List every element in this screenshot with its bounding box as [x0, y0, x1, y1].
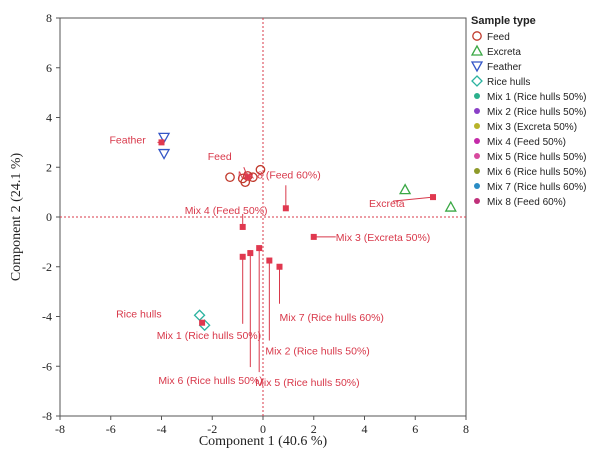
legend-label-mix-8-feed-60-: Mix 8 (Feed 60%) [487, 197, 566, 208]
legend-label-mix-4-feed-50-: Mix 4 (Feed 50%) [487, 137, 566, 148]
x-tick-label: 4 [362, 422, 368, 436]
x-tick-label: -4 [157, 422, 167, 436]
legend-label-mix-3-excreta-50-: Mix 3 (Excreta 50%) [487, 122, 577, 133]
y-tick-label: -4 [42, 310, 52, 324]
point-centroids [310, 233, 317, 240]
point-centroids [158, 139, 165, 146]
legend-label-mix-7-rice-hulls-60-: Mix 7 (Rice hulls 60%) [487, 182, 586, 193]
legend-label-feather: Feather [487, 62, 522, 73]
y-tick-label: 0 [46, 210, 52, 224]
y-axis-title: Component 2 (24.1 %) [9, 153, 24, 282]
y-tick-label: 6 [46, 61, 52, 75]
point-excreta [444, 200, 457, 212]
legend: Feed Excreta Feather Rice hulls Mix 1 (Rice … [470, 31, 586, 208]
x-tick-label: 8 [463, 422, 469, 436]
point-centroids [239, 253, 246, 260]
annotation-label: Feed [208, 151, 232, 163]
y-tick-label: 4 [46, 111, 52, 125]
point-excreta [398, 183, 412, 195]
point-centroids [199, 319, 206, 326]
point-centroids [266, 257, 273, 264]
legend-label-mix-5-rice-hulls-50-: Mix 5 (Rice hulls 50%) [487, 152, 586, 163]
legend-marker-mix-2-rice-hulls-50- [474, 108, 480, 114]
annotation-label: Mix 4 (Feed 50%) [185, 205, 268, 217]
annotation-label: Feather [110, 134, 147, 146]
point-centroids [239, 223, 246, 230]
x-tick-label: -8 [55, 422, 65, 436]
point-centroids [282, 205, 289, 212]
point-annotations: Feather Feed Excreta Mix 8 (Feed 60%) Mix 4 … [110, 134, 431, 389]
legend-marker-mix-6-rice-hulls-50- [474, 168, 480, 174]
x-tick-label: -6 [106, 422, 116, 436]
x-axis-title: Component 1 (40.6 %) [199, 434, 328, 449]
legend-label-mix-6-rice-hulls-50-: Mix 6 (Rice hulls 50%) [487, 167, 586, 178]
point-feather [157, 132, 171, 144]
data-points [157, 132, 457, 332]
legend-label-rice-hulls: Rice hulls [487, 77, 530, 88]
reference-lines [60, 18, 466, 416]
point-feed [225, 172, 235, 183]
y-tick-label: 8 [46, 11, 52, 25]
point-centroids [247, 250, 254, 257]
y-tick-label: -8 [42, 409, 52, 423]
legend-marker-mix-1-rice-hulls-50- [474, 93, 480, 99]
point-centroids [244, 174, 251, 181]
y-tick-label: 2 [46, 160, 52, 174]
annotation-label: Mix 6 (Rice hulls 50%) [158, 375, 262, 387]
legend-marker-feather [470, 61, 484, 73]
annotation-leader [392, 196, 434, 202]
y-tick-label: -6 [42, 359, 52, 373]
legend-marker-mix-3-excreta-50- [474, 123, 480, 129]
legend-marker-excreta [470, 44, 484, 56]
annotation-label: Mix 5 (Rice hulls 50%) [255, 377, 359, 389]
point-centroids [276, 263, 283, 270]
annotation-leaders [157, 141, 434, 373]
x-tick-label: 6 [412, 422, 418, 436]
legend-marker-mix-8-feed-60- [474, 198, 480, 204]
point-centroids [430, 194, 437, 201]
annotation-label: Mix 3 (Excreta 50%) [336, 232, 431, 244]
annotation-label: Mix 7 (Rice hulls 60%) [279, 312, 383, 324]
legend-marker-mix-7-rice-hulls-60- [474, 183, 480, 189]
point-centroids [256, 245, 263, 252]
legend-marker-mix-4-feed-50- [474, 138, 480, 144]
x-tick-label: 2 [311, 422, 317, 436]
point-feed [255, 164, 266, 175]
y-tick-label: -2 [42, 260, 52, 274]
legend-label-feed: Feed [487, 32, 510, 43]
legend-marker-mix-5-rice-hulls-50- [474, 153, 480, 159]
legend-marker-rice-hulls [471, 75, 483, 87]
annotation-label: Excreta [369, 198, 405, 210]
point-feather [157, 148, 171, 160]
annotation-label: Mix 2 (Rice hulls 50%) [265, 346, 369, 358]
point-rice-hulls [193, 309, 206, 322]
annotation-label: Mix 1 (Rice hulls 50%) [157, 330, 261, 342]
legend-label-excreta: Excreta [487, 47, 521, 58]
x-tick-label: 0 [260, 422, 266, 436]
legend-label-mix-1-rice-hulls-50-: Mix 1 (Rice hulls 50%) [487, 92, 586, 103]
annotation-label: Rice hulls [116, 309, 162, 321]
tick-labels: -8 -6 -4 -2 0 2 4 6 8 8 6 4 2 0 -2 -4 -6 -8 [42, 11, 469, 436]
legend-title: Sample type [471, 15, 536, 27]
x-tick-label: -2 [207, 422, 217, 436]
legend-label-mix-2-rice-hulls-50-: Mix 2 (Rice hulls 50%) [487, 107, 586, 118]
legend-marker-feed [472, 31, 482, 41]
annotation-label: Mix 8 (Feed 60%) [238, 169, 321, 181]
